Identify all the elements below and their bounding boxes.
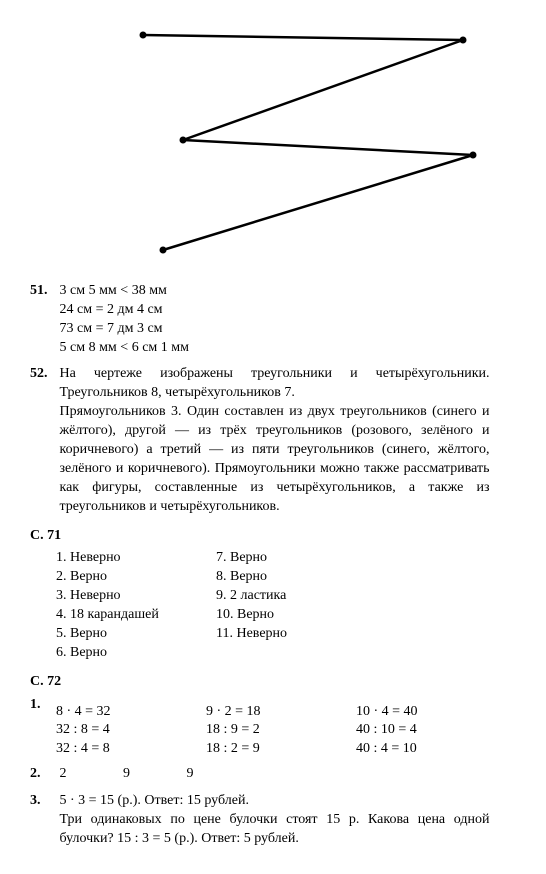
problem-number: 3.: [30, 792, 56, 811]
answer-item: 6. Верно: [56, 644, 216, 663]
equation-col: 10 · 4 = 40 40 : 10 = 4 40 : 4 = 10: [356, 703, 506, 760]
answers-col-left: 1. Неверно 2. Верно 3. Неверно 4. 18 кар…: [56, 549, 216, 662]
answer-item: 4. 18 карандашей: [56, 606, 216, 625]
answer-item: 5. Верно: [56, 625, 216, 644]
section-heading-72: С. 72: [30, 673, 516, 692]
equation: 40 : 4 = 10: [356, 740, 506, 759]
equation: 32 : 8 = 4: [56, 721, 206, 740]
problem-72-3: 3. 5 · 3 = 15 (р.). Ответ: 15 рублей. Тр…: [30, 792, 516, 849]
answer-line: Три одинаковых по цене булочки стоят 15 …: [60, 811, 490, 849]
equation: 10 · 4 = 40: [356, 703, 506, 722]
measurement-line: 5 см 8 мм < 6 см 1 мм: [60, 339, 490, 358]
problem-number: 52.: [30, 365, 56, 384]
equation: 8 · 4 = 32: [56, 703, 206, 722]
equation: 18 : 9 = 2: [206, 721, 356, 740]
answer-line: 5 · 3 = 15 (р.). Ответ: 15 рублей.: [60, 792, 490, 811]
measurement-line: 3 см 5 мм < 38 мм: [60, 282, 490, 301]
value: 9: [187, 765, 247, 784]
answer-item: 7. Верно: [216, 549, 376, 568]
problem-number: 51.: [30, 282, 56, 301]
answer-item: 9. 2 ластика: [216, 587, 376, 606]
problem-number: 2.: [30, 765, 56, 784]
value: 9: [123, 765, 183, 784]
equation: 32 : 4 = 8: [56, 740, 206, 759]
answer-item: 11. Неверно: [216, 625, 376, 644]
problem-51: 51. 3 см 5 мм < 38 мм 24 см = 2 дм 4 см …: [30, 282, 516, 358]
problem-body: 2 9 9: [60, 765, 490, 784]
answer-item: 10. Верно: [216, 606, 376, 625]
equation: 18 : 2 = 9: [206, 740, 356, 759]
equation-col: 9 · 2 = 18 18 : 9 = 2 18 : 2 = 9: [206, 703, 356, 760]
measurement-line: 73 см = 7 дм 3 см: [60, 320, 490, 339]
answer-item: 1. Неверно: [56, 549, 216, 568]
answers-71: 1. Неверно 2. Верно 3. Неверно 4. 18 кар…: [56, 549, 516, 662]
answers-col-right: 7. Верно 8. Верно 9. 2 ластика 10. Верно…: [216, 549, 376, 662]
answer-item: 8. Верно: [216, 568, 376, 587]
equation-columns: 8 · 4 = 32 32 : 8 = 4 32 : 4 = 8 9 · 2 =…: [56, 703, 516, 760]
problem-72-2: 2. 2 9 9: [30, 765, 516, 784]
answer-item: 2. Верно: [56, 568, 216, 587]
answer-item: 3. Неверно: [56, 587, 216, 606]
problem-52: 52. На чертеже изображены треугольники и…: [30, 365, 516, 516]
problem-body: 5 · 3 = 15 (р.). Ответ: 15 рублей. Три о…: [60, 792, 490, 849]
equation: 40 : 10 = 4: [356, 721, 506, 740]
problem-body: 3 см 5 мм < 38 мм 24 см = 2 дм 4 см 73 с…: [60, 282, 490, 358]
equation-col: 8 · 4 = 32 32 : 8 = 4 32 : 4 = 8: [56, 703, 206, 760]
section-heading-71: С. 71: [30, 527, 516, 546]
measurement-line: 24 см = 2 дм 4 см: [60, 301, 490, 320]
value: 2: [60, 765, 120, 784]
equation: 9 · 2 = 18: [206, 703, 356, 722]
problem-number: 1.: [30, 696, 56, 715]
problem-body: На чертеже изображены треугольники и чет…: [60, 365, 490, 516]
zigzag-figure: [30, 25, 516, 267]
